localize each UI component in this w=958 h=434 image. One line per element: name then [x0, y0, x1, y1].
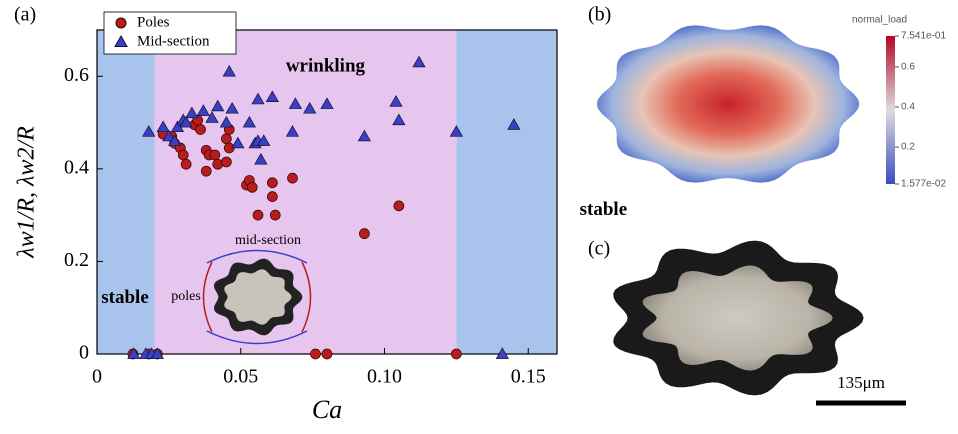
- drop-photo-core: [642, 265, 833, 371]
- marker: [195, 124, 206, 135]
- marker: [196, 104, 210, 116]
- marker: [211, 99, 225, 112]
- inset-arc: [206, 249, 308, 264]
- marker: [359, 228, 370, 240]
- x-tick-label: 0: [92, 366, 102, 388]
- marker: [495, 347, 509, 359]
- marker: [231, 136, 245, 149]
- panel-label: (c): [588, 238, 610, 260]
- marker: [287, 172, 298, 184]
- marker: [221, 156, 232, 168]
- marker: [179, 115, 193, 128]
- inset-label: poles: [171, 289, 201, 304]
- y-tick-label: 0.2: [64, 249, 89, 271]
- region-label: stable: [101, 287, 149, 308]
- inset-arc: [301, 261, 312, 333]
- panel-label: (a): [14, 4, 36, 26]
- region-label: wrinkling: [286, 55, 366, 76]
- x-tick-label: 0.05: [223, 366, 258, 388]
- marker: [252, 209, 264, 221]
- marker: [451, 348, 462, 360]
- marker: [242, 115, 256, 128]
- marker: [321, 348, 333, 360]
- marker: [150, 347, 164, 359]
- x-tick-label: 0.10: [367, 366, 402, 388]
- marker: [222, 64, 236, 77]
- marker: [265, 90, 279, 102]
- marker: [269, 209, 281, 221]
- marker: [246, 182, 258, 193]
- y-tick-label: 0: [79, 342, 89, 364]
- marker: [412, 55, 426, 68]
- marker: [357, 129, 371, 142]
- scatter-plot: stable wrinkling stable mid-section poles 0 0.…: [14, 11, 628, 424]
- marker: [449, 125, 463, 137]
- colorbar-tick-label: 0.2: [901, 142, 915, 153]
- marker: [303, 101, 317, 114]
- marker: [393, 200, 405, 212]
- marker: [320, 97, 334, 109]
- marker: [251, 92, 265, 105]
- marker: [285, 125, 300, 137]
- colorbar-title: normal_load: [852, 15, 907, 26]
- y-tick-label: 0.4: [64, 156, 89, 178]
- marker: [267, 191, 278, 202]
- marker: [392, 113, 406, 126]
- marker: [180, 158, 192, 170]
- y-axis-label: λw1/R, λw2/R: [14, 126, 40, 259]
- inset-arc: [206, 330, 308, 345]
- x-tick-label: 0.15: [511, 366, 546, 388]
- region: [456, 30, 557, 354]
- marker: [205, 111, 219, 123]
- marker: [254, 152, 268, 165]
- marker: [225, 101, 239, 114]
- legend-label: Mid-section: [137, 33, 210, 49]
- region: [97, 30, 155, 354]
- marker: [162, 129, 176, 142]
- legend-marker: [114, 34, 128, 47]
- marker: [168, 134, 182, 146]
- marker: [389, 95, 403, 107]
- inset-label: mid-section: [235, 233, 301, 248]
- inset-core: [224, 269, 292, 325]
- marker: [221, 133, 232, 145]
- drop-simulation: [596, 25, 860, 183]
- legend-label: Poles: [137, 14, 170, 30]
- marker: [219, 115, 233, 128]
- colorbar-tick-label: 1.577e-02: [901, 179, 946, 190]
- legend-marker: [115, 17, 127, 29]
- marker: [142, 125, 156, 137]
- marker: [288, 97, 302, 109]
- colorbar-tick-label: 0.4: [901, 102, 915, 113]
- marker: [257, 134, 271, 146]
- marker: [267, 177, 278, 189]
- y-tick-label: 0.6: [64, 64, 89, 86]
- colorbar: [886, 36, 895, 184]
- marker: [177, 149, 189, 161]
- marker: [185, 106, 199, 119]
- region: [154, 30, 457, 354]
- marker: [127, 347, 141, 359]
- marker: [200, 165, 212, 177]
- x-axis-label: Ca: [312, 395, 342, 424]
- marker: [209, 149, 221, 161]
- marker: [507, 118, 521, 130]
- region-label: stable: [580, 199, 628, 220]
- panel-label: (b): [588, 4, 611, 26]
- colorbar-tick-label: 7.541e-01: [901, 31, 946, 42]
- scale-bar-label: 135μm: [837, 373, 885, 392]
- colorbar-tick-label: 0.6: [901, 62, 915, 73]
- marker: [156, 120, 170, 133]
- inset-arc: [202, 261, 213, 333]
- marker: [310, 348, 321, 360]
